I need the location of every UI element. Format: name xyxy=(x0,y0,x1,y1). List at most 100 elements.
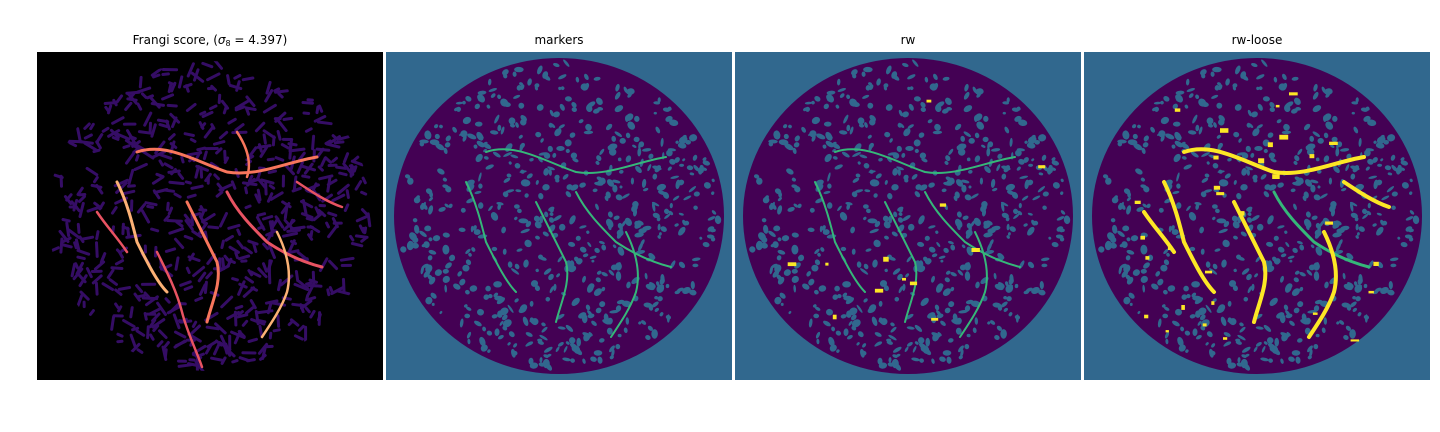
texture-blob xyxy=(990,178,996,188)
texture-blob xyxy=(904,346,909,353)
texture-blob xyxy=(1314,299,1323,305)
texture-blob xyxy=(964,194,972,201)
texture-blob xyxy=(1227,300,1232,307)
texture-blob xyxy=(1232,83,1238,88)
highlight-segment xyxy=(1165,330,1169,333)
texture-blob xyxy=(758,232,766,241)
texture-blob xyxy=(1321,327,1326,334)
markers-lines xyxy=(465,148,672,338)
texture-stroke xyxy=(158,153,173,160)
texture-blob xyxy=(1387,134,1396,142)
texture-blob xyxy=(774,296,782,305)
texture-blob xyxy=(935,230,939,234)
texture-stroke xyxy=(267,243,276,259)
texture-blob xyxy=(1312,105,1322,113)
texture-blob xyxy=(548,273,554,281)
texture-blob xyxy=(826,90,836,95)
texture-blob xyxy=(836,78,841,86)
texture-stroke xyxy=(143,291,150,299)
texture-blob xyxy=(1048,236,1052,240)
texture-blob xyxy=(479,336,486,347)
texture-blob xyxy=(1246,123,1251,128)
texture-blob xyxy=(972,327,977,334)
texture-blob xyxy=(1158,207,1164,213)
texture-blob xyxy=(519,142,525,149)
texture-blob xyxy=(1313,194,1321,201)
texture-blob xyxy=(791,244,799,255)
texture-blob xyxy=(932,130,943,135)
texture-stroke xyxy=(234,123,245,132)
texture-blob xyxy=(488,293,493,299)
texture-stroke xyxy=(312,149,316,163)
texture-blob xyxy=(1163,95,1170,102)
texture-blob xyxy=(1212,263,1218,270)
texture-blob xyxy=(846,94,851,100)
texture-blob xyxy=(652,212,660,219)
texture-blob xyxy=(1304,179,1313,187)
texture-blob xyxy=(1400,157,1405,161)
texture-blob xyxy=(541,326,548,333)
texture-stroke xyxy=(140,92,148,99)
texture-blob xyxy=(525,221,532,228)
highlight-segment xyxy=(1373,261,1379,266)
texture-blob xyxy=(473,229,481,236)
texture-blob xyxy=(1112,224,1118,234)
texture-blob xyxy=(1033,220,1039,226)
texture-blob xyxy=(893,211,898,218)
texture-blob xyxy=(963,91,970,100)
texture-stroke xyxy=(154,140,166,155)
texture-blob xyxy=(940,320,946,326)
texture-blob xyxy=(1212,204,1218,209)
texture-blob xyxy=(917,241,925,247)
texture-blob xyxy=(851,101,860,107)
texture-stroke xyxy=(174,237,185,249)
texture-blob xyxy=(647,325,653,331)
texture-blob xyxy=(914,148,919,154)
frangi-mask-edge xyxy=(42,55,378,377)
texture-stroke xyxy=(111,116,125,125)
texture-blob xyxy=(487,78,492,86)
texture-blob xyxy=(518,134,523,139)
texture-stroke xyxy=(93,176,99,184)
texture-stroke xyxy=(207,225,220,230)
texture-blob xyxy=(944,97,952,105)
texture-stroke xyxy=(326,178,338,187)
texture-blob xyxy=(834,285,840,292)
texture-blob xyxy=(1310,244,1315,249)
texture-blob xyxy=(960,349,964,358)
texture-blob xyxy=(1174,131,1182,141)
texture-blob xyxy=(1133,143,1143,151)
texture-blob xyxy=(1351,111,1355,115)
texture-stroke xyxy=(180,156,185,164)
texture-blob xyxy=(1357,312,1362,317)
texture-blob xyxy=(819,225,823,233)
texture-blob xyxy=(925,337,930,347)
rw-loose-panel: rw-loose xyxy=(1084,33,1430,380)
texture-blob xyxy=(647,164,652,172)
texture-blob xyxy=(570,152,578,159)
texture-blob xyxy=(1160,100,1164,105)
texture-blob xyxy=(1267,342,1276,350)
texture-blob xyxy=(555,346,560,353)
texture-stroke xyxy=(246,177,256,187)
texture-blob xyxy=(595,277,601,283)
texture-blob xyxy=(613,215,620,220)
highlight-segment xyxy=(1134,200,1141,204)
texture-blob xyxy=(1023,290,1030,295)
texture-stroke xyxy=(143,111,153,127)
texture-stroke xyxy=(223,156,230,164)
texture-blob xyxy=(624,217,632,226)
texture-stroke xyxy=(114,259,125,266)
texture-stroke xyxy=(266,192,274,203)
texture-blob xyxy=(1117,142,1123,147)
texture-stroke xyxy=(59,237,64,254)
texture-blob xyxy=(609,345,615,353)
texture-blob xyxy=(1336,321,1340,325)
texture-stroke xyxy=(305,296,317,302)
texture-stroke xyxy=(166,305,181,315)
texture-blob xyxy=(1310,179,1319,184)
texture-blob xyxy=(808,278,815,286)
texture-blob xyxy=(986,242,993,252)
texture-stroke xyxy=(115,94,124,104)
texture-blob xyxy=(1293,307,1300,314)
